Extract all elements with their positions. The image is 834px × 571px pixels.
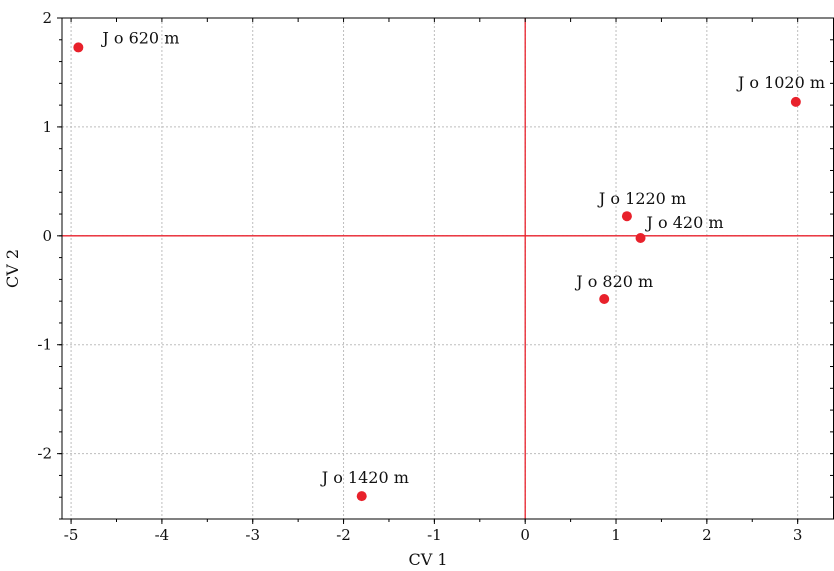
point-label: J o 620 m <box>100 28 179 47</box>
y-tick-label: 0 <box>42 227 52 245</box>
point-label: J o 420 m <box>645 213 724 232</box>
zero-lines <box>62 18 834 519</box>
point-label: J o 1020 m <box>736 73 825 92</box>
x-tick-label: 2 <box>702 526 712 544</box>
data-point <box>790 96 801 107</box>
point-label: J o 1420 m <box>320 468 409 487</box>
data-point <box>635 233 646 244</box>
data-point <box>599 293 610 304</box>
data-points: J o 620 m J o 1020 m J o 1220 m J o 420 m J … <box>73 28 825 502</box>
y-axis-label: CV 2 <box>3 249 22 288</box>
x-tick-label: -4 <box>155 526 170 544</box>
x-axis-label: CV 1 <box>408 550 447 569</box>
data-point <box>356 491 367 502</box>
data-point <box>73 42 84 53</box>
x-tick-label: 3 <box>793 526 803 544</box>
ticks: -5 -4 -3 -2 -1 0 1 2 3 -2 -1 0 1 2 <box>37 9 834 544</box>
y-tick-label: -1 <box>37 336 52 354</box>
y-tick-label: -2 <box>37 445 52 463</box>
y-tick-label: 2 <box>42 9 52 27</box>
point-label: J o 1220 m <box>597 189 686 208</box>
point-label: J o 820 m <box>574 272 653 291</box>
x-tick-label: -3 <box>245 526 260 544</box>
x-tick-label: -5 <box>64 526 79 544</box>
data-point <box>621 211 632 222</box>
x-tick-label: -2 <box>336 526 351 544</box>
y-tick-label: 1 <box>42 118 52 136</box>
x-tick-label: 0 <box>520 526 530 544</box>
x-tick-label: 1 <box>611 526 621 544</box>
x-tick-label: -1 <box>427 526 442 544</box>
plot-frame <box>61 17 834 520</box>
grid <box>62 17 834 519</box>
